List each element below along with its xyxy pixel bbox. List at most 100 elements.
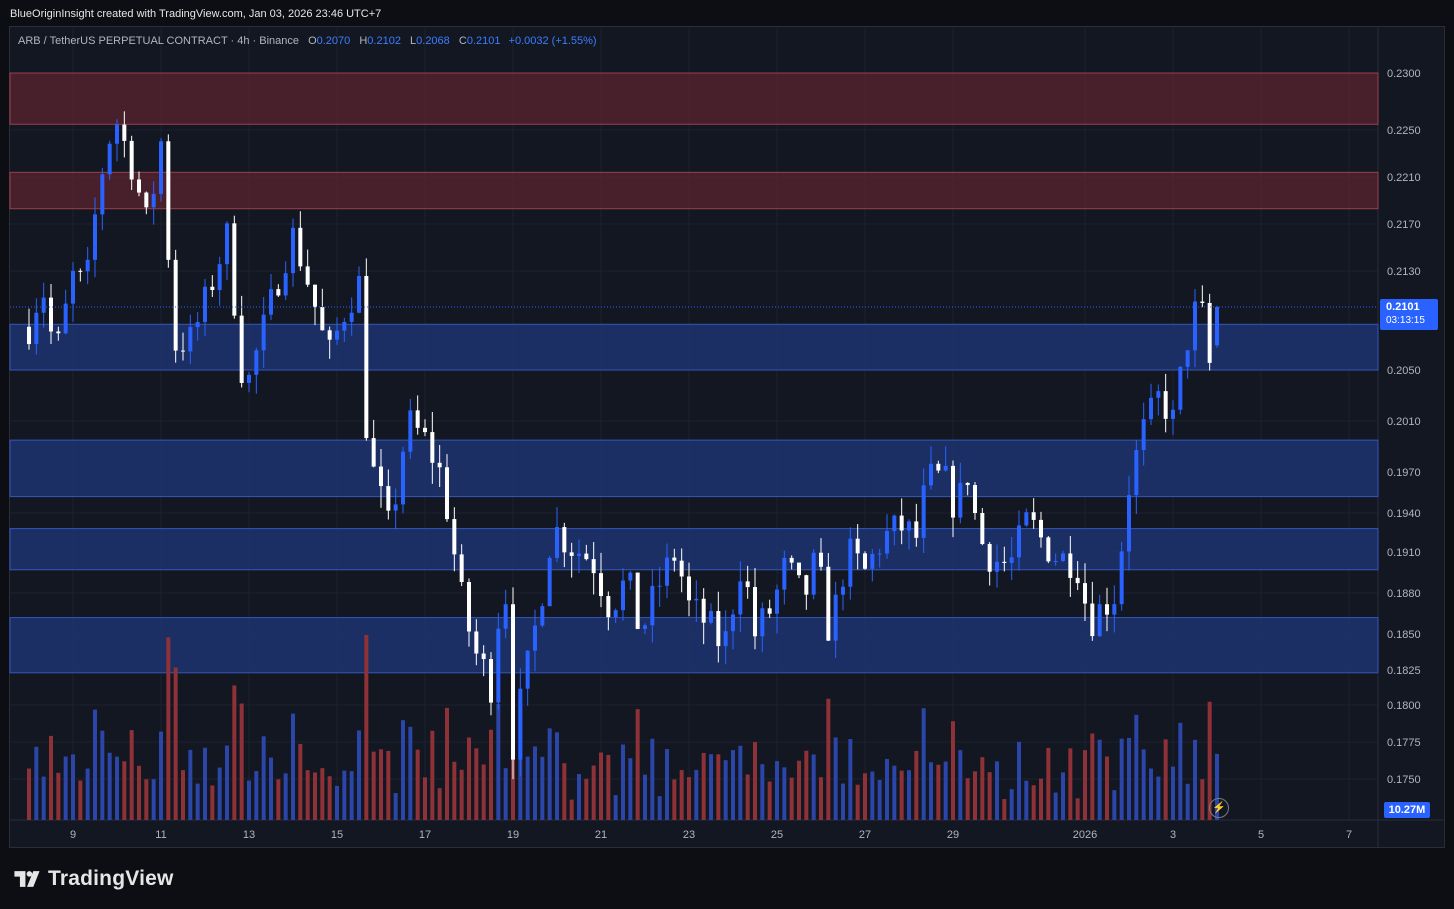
volume-bars xyxy=(27,635,1219,820)
candle-up xyxy=(283,273,288,296)
candle-up xyxy=(1141,419,1146,451)
volume-tag: 10.27M xyxy=(1384,802,1430,818)
candle-down xyxy=(210,286,215,290)
volume-bar xyxy=(503,768,508,820)
close-label: C xyxy=(458,35,467,47)
volume-bar xyxy=(657,796,662,820)
candle-up xyxy=(995,561,999,572)
volume-bar xyxy=(107,752,112,820)
volume-bar xyxy=(870,771,875,820)
volume-bar xyxy=(283,773,288,820)
volume-bar xyxy=(848,739,853,820)
candle-down xyxy=(1105,604,1109,615)
candle-down xyxy=(753,587,757,637)
candle-down xyxy=(973,485,977,514)
volume-bar xyxy=(731,750,735,820)
candle-down xyxy=(239,315,244,383)
candle-down xyxy=(379,466,383,487)
high-value: 0.2102 xyxy=(367,35,401,47)
candle-down xyxy=(415,410,420,428)
candle-up xyxy=(225,223,229,265)
volume-bar xyxy=(320,768,325,820)
candle-down xyxy=(320,307,325,331)
volume-bar xyxy=(1031,785,1036,820)
candle-down xyxy=(1002,561,1007,563)
candle-down xyxy=(489,659,493,703)
lightning-icon[interactable]: ⚡ xyxy=(1209,798,1229,818)
candle-up xyxy=(731,614,735,632)
volume-bar xyxy=(423,777,427,820)
volume-bar xyxy=(254,770,259,820)
time-axis[interactable]: 9 11 13 15 17 19 21 23 25 27 29 2026 3 5 7 xyxy=(70,829,1352,841)
volume-bar xyxy=(195,783,200,820)
candle-up xyxy=(349,312,354,322)
volume-bar xyxy=(855,784,860,820)
candle-down xyxy=(965,482,970,486)
volume-bar xyxy=(929,762,933,820)
candles xyxy=(27,111,1219,780)
volume-bar xyxy=(27,768,31,820)
volume-bar xyxy=(965,778,970,820)
volume-bar xyxy=(804,750,809,820)
volume-bar xyxy=(401,720,405,820)
price-tick-label: 0.1880 xyxy=(1387,588,1421,600)
price-tick-label: 0.2170 xyxy=(1387,219,1421,231)
candle-down xyxy=(437,462,442,468)
volume-bar xyxy=(452,761,457,820)
candle-down xyxy=(144,192,149,208)
volume-bar xyxy=(489,729,493,820)
candle-down xyxy=(1046,537,1051,562)
candle-up xyxy=(613,610,618,618)
candle-up xyxy=(1134,450,1139,496)
candle-down xyxy=(767,608,772,614)
low-value: 0.2068 xyxy=(416,35,450,47)
support-zone xyxy=(9,323,1379,371)
price-tick-label: 0.1775 xyxy=(1387,737,1421,749)
volume-bar xyxy=(1017,741,1021,820)
candle-down xyxy=(1163,391,1168,419)
volume-bar xyxy=(144,779,149,820)
support-zone xyxy=(9,617,1379,674)
volume-bar xyxy=(445,707,449,820)
volume-bar xyxy=(349,771,354,820)
volume-bar xyxy=(635,709,640,820)
volume-bar xyxy=(885,758,889,820)
candle-down xyxy=(569,552,574,556)
symbol-label[interactable]: ARB / TetherUS PERPETUAL CONTRACT · 4h ·… xyxy=(18,35,299,47)
price-tick-label: 0.2210 xyxy=(1387,172,1421,184)
volume-bar xyxy=(1178,722,1183,820)
candle-up xyxy=(577,553,581,556)
candle-down xyxy=(863,553,867,569)
price-tick-label: 0.1850 xyxy=(1387,629,1421,641)
volume-bar xyxy=(907,770,911,820)
candle-up xyxy=(71,270,75,304)
price-tick-label: 0.2010 xyxy=(1387,416,1421,428)
time-tick-label: 21 xyxy=(595,829,607,841)
candle-down xyxy=(467,582,471,632)
volume-bar xyxy=(987,772,992,820)
candle-up xyxy=(958,482,963,518)
volume-bar xyxy=(775,761,779,820)
candle-down xyxy=(716,611,721,647)
volume-bar xyxy=(621,744,625,820)
time-tick-label: 9 xyxy=(70,829,76,841)
price-tick-label: 0.2300 xyxy=(1387,68,1421,80)
volume-bar xyxy=(577,773,581,820)
volume-bar xyxy=(1090,733,1095,820)
candle-up xyxy=(833,594,838,641)
candle-down xyxy=(298,227,303,267)
time-tick-label: 27 xyxy=(859,829,871,841)
volume-bar xyxy=(1171,766,1175,820)
candle-up xyxy=(203,286,207,323)
candle-down xyxy=(371,438,376,467)
time-tick-label: 23 xyxy=(683,829,695,841)
price-axis[interactable]: 0.2300 0.2250 0.2210 0.2170 0.2130 0.2050 0.20… xyxy=(1387,68,1421,786)
volume-bar xyxy=(811,754,816,820)
volume-bar xyxy=(225,745,229,820)
volume-bar xyxy=(723,760,728,820)
volume-bar xyxy=(767,781,772,820)
candle-down xyxy=(327,330,332,340)
tradingview-logo[interactable]: TradingView xyxy=(12,867,174,891)
time-tick-label: 7 xyxy=(1346,829,1352,841)
